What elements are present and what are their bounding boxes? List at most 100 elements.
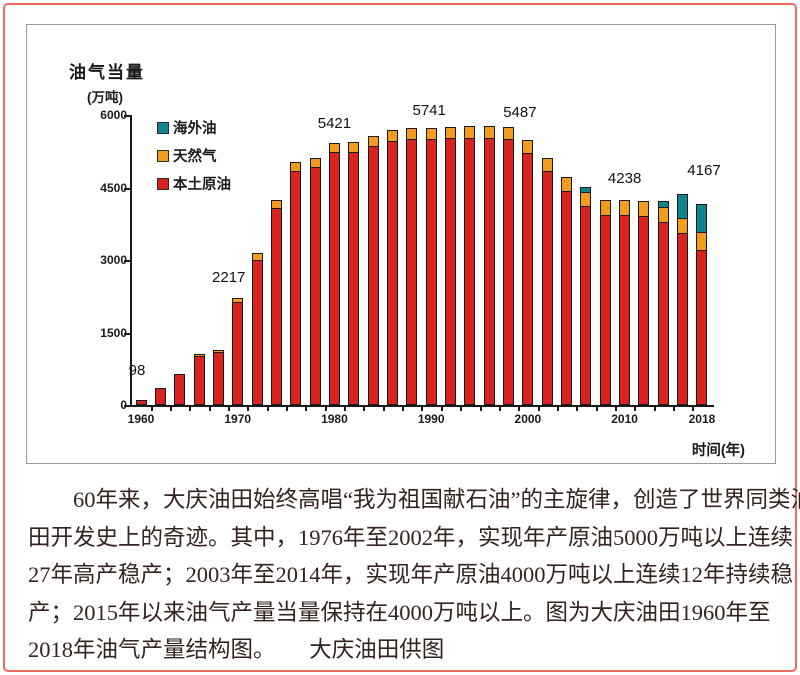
y-tick-label: 1500	[100, 325, 127, 340]
bar-value-label-2010: 4238	[607, 170, 642, 187]
natural-gas-segment	[639, 202, 649, 217]
domestic-crude-segment	[523, 154, 533, 404]
natural-gas-segment	[252, 254, 262, 261]
bar-1960	[135, 400, 147, 405]
bar-2018	[696, 204, 708, 405]
bar-1990	[425, 128, 437, 405]
legend-swatch-icon	[157, 177, 169, 190]
y-axis-tick	[124, 260, 130, 262]
domestic-crude-segment	[213, 353, 223, 404]
domestic-crude-segment	[639, 217, 649, 404]
natural-gas-segment	[562, 178, 572, 192]
x-axis-tick	[150, 407, 153, 411]
chart-title: 油气当量	[69, 63, 145, 82]
bar-1968	[212, 350, 224, 405]
bar-2000	[522, 140, 534, 405]
x-axis-tick	[170, 407, 173, 411]
natural-gas-segment	[310, 159, 320, 168]
natural-gas-segment	[678, 219, 688, 234]
bar-1964	[174, 374, 186, 405]
x-axis-tick	[498, 407, 501, 411]
y-axis-line	[130, 115, 132, 407]
x-axis-line	[130, 405, 714, 407]
natural-gas-segment	[387, 131, 397, 142]
bar-1984	[367, 136, 379, 405]
bar-2004	[561, 177, 573, 405]
bar-1982	[348, 142, 360, 405]
domestic-crude-segment	[484, 139, 494, 404]
domestic-crude-segment	[329, 153, 339, 404]
y-tick-label: 0	[120, 398, 127, 412]
domestic-crude-segment	[600, 216, 610, 404]
bar-2014	[657, 201, 669, 405]
y-tick-label: 4500	[100, 180, 127, 195]
natural-gas-segment	[620, 201, 630, 216]
x-axis-tick	[440, 407, 443, 411]
y-axis-tick	[124, 187, 130, 190]
bar-1994	[464, 126, 476, 405]
domestic-crude-segment	[136, 401, 146, 404]
bar-2012	[638, 201, 650, 405]
legend-item-2: 本土原油	[157, 176, 231, 193]
natural-gas-segment	[349, 143, 359, 153]
domestic-crude-segment	[194, 357, 204, 404]
x-axis-tick	[402, 407, 405, 411]
bar-1972	[251, 253, 263, 405]
bar-1962	[154, 388, 166, 405]
legend-label: 天然气	[173, 149, 217, 165]
bar-2006	[580, 187, 592, 405]
x-axis-tick	[479, 407, 482, 411]
overseas-oil-segment	[697, 205, 707, 233]
overseas-oil-segment	[678, 195, 688, 219]
natural-gas-segment	[523, 141, 533, 154]
domestic-crude-segment	[368, 147, 378, 404]
overseas-oil-segment	[581, 188, 591, 193]
y-tick-label: 3000	[100, 253, 127, 267]
bar-2002	[541, 158, 553, 405]
bar-1992	[445, 127, 457, 405]
y-tick-label: 6000	[100, 108, 127, 122]
y-axis-tick	[124, 115, 130, 117]
chart-legend: 海外油天然气本土原油	[157, 120, 231, 204]
x-axis-tick	[344, 407, 347, 411]
x-axis-tick	[189, 407, 192, 411]
x-tick-label: 2018	[688, 412, 716, 426]
x-tick-label: 1990	[417, 412, 445, 426]
bar-1988	[406, 128, 418, 405]
x-axis-tick	[595, 407, 598, 411]
natural-gas-segment	[658, 208, 668, 223]
legend-label: 海外油	[173, 121, 217, 137]
y-axis-tick	[124, 332, 130, 335]
domestic-crude-segment	[562, 192, 572, 404]
domestic-crude-segment	[504, 140, 514, 404]
domestic-crude-segment	[678, 234, 688, 404]
overseas-oil-segment	[658, 202, 668, 208]
domestic-crude-segment	[542, 172, 552, 404]
x-axis-tick	[382, 407, 385, 411]
chart-unit-label: (万吨)	[87, 90, 123, 105]
x-tick-label: 1960	[127, 412, 155, 426]
caption-line-1: 60年来，大庆油田始终高唱“我为祖国献石油”的主旋律，创造了世界同类油	[73, 487, 800, 512]
caption-paragraph: 60年来，大庆油田始终高唱“我为祖国献石油”的主旋律，创造了世界同类油 田开发史上…	[28, 481, 800, 669]
natural-gas-segment	[465, 127, 475, 139]
x-axis-tick	[363, 407, 366, 411]
bar-value-label-1990: 5741	[412, 102, 446, 119]
x-axis-tick	[634, 407, 637, 411]
domestic-crude-segment	[310, 168, 320, 404]
domestic-crude-segment	[233, 303, 243, 404]
caption-line-5: 2018年油气产量结构图。 大庆油田供图	[28, 637, 445, 663]
legend-swatch-icon	[157, 149, 169, 162]
natural-gas-segment	[291, 163, 301, 172]
bar-2008	[599, 200, 611, 405]
bar-value-label-1980: 5421	[317, 115, 352, 132]
domestic-crude-segment	[387, 142, 397, 404]
domestic-crude-segment	[252, 261, 262, 404]
natural-gas-segment	[194, 355, 204, 357]
bar-value-label-1970: 2217	[212, 269, 246, 286]
legend-item-1: 天然气	[157, 148, 231, 165]
bar-1996	[483, 126, 495, 405]
bar-value-label-2000: 5487	[503, 104, 537, 121]
x-axis-title: 时间(年)	[691, 443, 745, 459]
domestic-crude-segment	[175, 375, 185, 404]
natural-gas-segment	[368, 137, 378, 147]
